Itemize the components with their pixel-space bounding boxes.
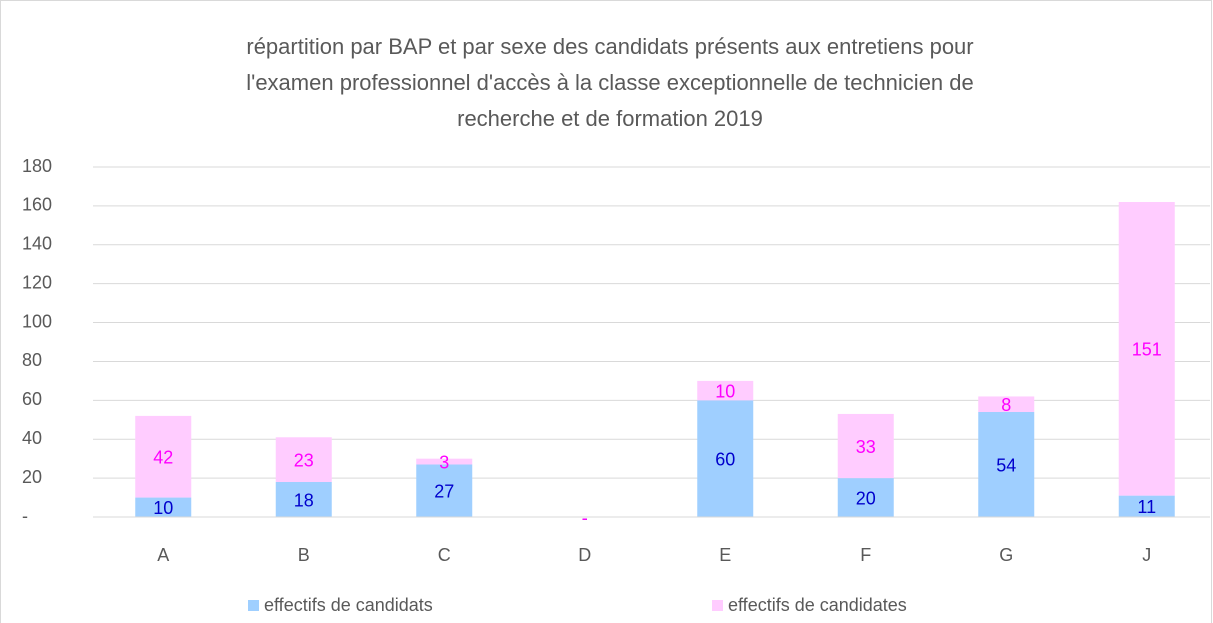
data-label: 11	[1137, 497, 1156, 517]
bar-segment	[275, 482, 332, 517]
bar-segment	[978, 412, 1035, 517]
x-tick-label: D	[578, 545, 591, 565]
data-label: 27	[434, 482, 454, 502]
data-label: 33	[856, 437, 876, 457]
y-tick-label: 120	[22, 272, 52, 292]
y-tick-label: 60	[22, 389, 42, 409]
data-label: 23	[294, 450, 314, 470]
data-label: 18	[294, 490, 314, 510]
y-tick-label: 40	[22, 428, 42, 448]
data-label: 8	[1001, 395, 1011, 415]
bar-segment	[697, 400, 754, 517]
chart-title: répartition par BAP et par sexe des cand…	[246, 34, 973, 59]
bar-segment	[1118, 495, 1175, 517]
bar-segment	[135, 497, 192, 517]
data-label: 151	[1132, 340, 1162, 360]
bar-segment	[416, 458, 473, 465]
bar-segment	[697, 380, 754, 401]
bar-segment	[837, 478, 894, 517]
data-label: 10	[715, 381, 735, 401]
legend-swatch	[712, 600, 723, 611]
data-label: 42	[153, 447, 173, 467]
data-label: -	[582, 508, 588, 528]
x-tick-label: C	[438, 545, 451, 565]
legend-swatch	[248, 600, 259, 611]
y-tick-label: 80	[22, 350, 42, 370]
data-label: 54	[996, 455, 1016, 475]
bar-segment	[1118, 202, 1175, 496]
data-label: -	[582, 508, 588, 528]
x-tick-label: G	[999, 545, 1013, 565]
x-tick-label: B	[298, 545, 310, 565]
y-tick-label: 160	[22, 195, 52, 215]
x-tick-label: A	[157, 545, 169, 565]
bar-segment	[135, 415, 192, 498]
x-tick-label: E	[719, 545, 731, 565]
legend-label: effectifs de candidats	[264, 595, 433, 615]
y-tick-label: 20	[22, 467, 42, 487]
y-tick-label: -	[22, 506, 28, 526]
data-label: 3	[439, 452, 449, 472]
data-label: 60	[715, 449, 735, 469]
chart-title: l'examen professionnel d'accès à la clas…	[246, 70, 974, 95]
data-label: 20	[856, 488, 876, 508]
chart-title: recherche et de formation 2019	[457, 106, 763, 131]
x-tick-label: J	[1142, 545, 1151, 565]
legend-label: effectifs de candidates	[728, 595, 907, 615]
y-tick-label: 140	[22, 234, 52, 254]
bar-segment	[416, 464, 473, 517]
data-label: 10	[153, 498, 173, 518]
bar-segment	[978, 396, 1035, 412]
bar-segment	[275, 437, 332, 482]
y-tick-label: 180	[22, 156, 52, 176]
y-tick-label: 100	[22, 311, 52, 331]
bar-segment	[837, 413, 894, 479]
x-tick-label: F	[860, 545, 871, 565]
